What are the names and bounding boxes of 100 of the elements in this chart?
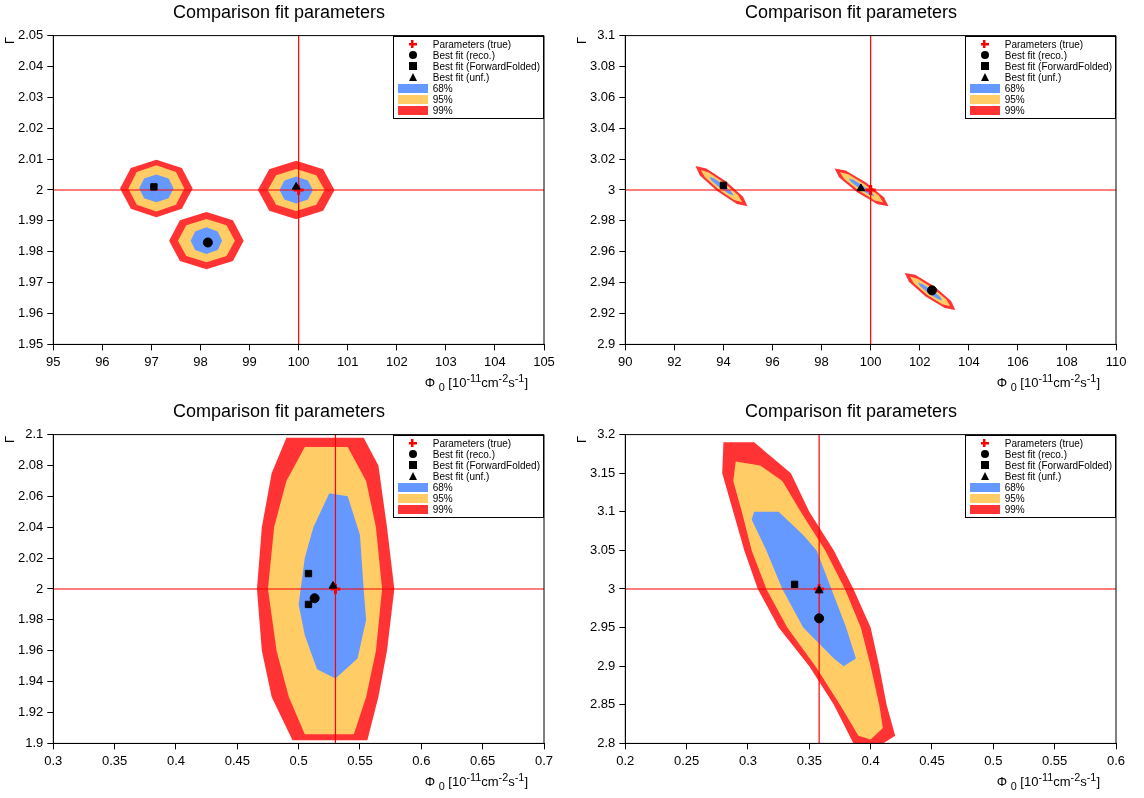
- y-tick-label: 2.92: [589, 305, 616, 321]
- y-tick-label: 2.9: [597, 335, 616, 351]
- x-tick-label: 104: [957, 353, 980, 369]
- y-tick-label: 2.03: [17, 88, 44, 104]
- y-tick-label: 2.04: [17, 518, 44, 534]
- legend-label: Best fit (reco.): [1004, 49, 1067, 61]
- text: Φ $_{0}$ [10$^{-11}$cm$^{-2}$s$^{-1}$]: [996, 372, 1100, 393]
- text: Φ $_{0}$ [10$^{-11}$cm$^{-2}$s$^{-1}$]: [996, 771, 1100, 792]
- y-tick-label: 2.02: [17, 549, 44, 565]
- x-tick-label: 108: [1056, 353, 1078, 369]
- x-tick-label: 110: [1105, 353, 1127, 369]
- x-tick-label: 102: [385, 353, 408, 369]
- legend-label: 99%: [432, 503, 453, 515]
- x-tick-label: 100: [859, 353, 882, 369]
- point: [328, 580, 338, 589]
- y-tick-label: 3.06: [589, 88, 616, 104]
- legend-label: 68%: [1004, 481, 1025, 493]
- x-tick-label: 0.4: [166, 752, 186, 768]
- y-tick-label: 1.96: [17, 305, 44, 321]
- x-tick-label: 0.5: [289, 752, 308, 768]
- y-tick-label: 1.95: [17, 335, 44, 351]
- x-tick-label: 105: [533, 353, 555, 369]
- x-tick-label: 0.4: [861, 752, 880, 768]
- chart-title: Comparison fit parameters: [172, 1, 386, 22]
- y-tick-label: 1.97: [17, 274, 44, 290]
- chart-title: Comparison fit parameters: [744, 1, 958, 22]
- x-tick-label: 0.35: [796, 752, 822, 768]
- y-tick-label: 2.96: [589, 243, 616, 259]
- legend-label: Best fit (unf.): [1004, 470, 1062, 482]
- y-tick-label: 1.92: [17, 704, 44, 720]
- x-tick-label: 92: [667, 353, 682, 369]
- legend-label: Best fit (ForwardFolded): [432, 60, 540, 72]
- y-tick-label: 3.1: [597, 27, 616, 43]
- legend-label: 68%: [432, 481, 453, 493]
- x-tick-label: 0.45: [919, 752, 945, 768]
- x-tick-label: 102: [908, 353, 931, 369]
- point: [304, 569, 313, 578]
- chart-title: Comparison fit parameters: [744, 400, 958, 421]
- x-tick-label: 0.3: [738, 752, 758, 768]
- legend-label: Parameters (true): [1004, 437, 1084, 449]
- legend-label: Parameters (true): [432, 437, 512, 449]
- point: [328, 582, 342, 596]
- y-tick-label: 2.98: [589, 212, 616, 228]
- x-tick-label: 96: [95, 353, 110, 369]
- x-tick-label: 98: [814, 353, 829, 369]
- x-tick-label: 99: [242, 353, 257, 369]
- legend-label: 68%: [432, 82, 453, 94]
- x-tick-label: 98: [193, 353, 208, 369]
- text: Φ $_{0}$ [10$^{-11}$cm$^{-2}$s$^{-1}$]: [424, 771, 528, 792]
- x-tick-label: 0.6: [412, 752, 431, 768]
- y-tick-label: 1.98: [17, 611, 44, 627]
- legend-label: Best fit (reco.): [432, 49, 495, 61]
- y-tick-label: 3.1: [597, 503, 616, 519]
- text: Φ $_{0}$ [10$^{-11}$cm$^{-2}$s$^{-1}$]: [424, 372, 528, 393]
- legend-label: Best fit (ForwardFolded): [432, 459, 540, 471]
- x-tick-label: 0.3: [44, 752, 63, 768]
- x-tick-label: 95: [46, 353, 61, 369]
- legend-label: Parameters (true): [1004, 38, 1084, 50]
- x-tick-label: 0.35: [101, 752, 128, 768]
- x-tick-label: 101: [336, 353, 359, 369]
- x-tick-label: 97: [144, 353, 159, 369]
- legend-label: Best fit (unf.): [432, 470, 490, 482]
- legend-label: 99%: [432, 104, 453, 116]
- point: [150, 183, 158, 191]
- x-tick-label: 104: [484, 353, 506, 369]
- legend-label: Best fit (reco.): [1004, 448, 1067, 460]
- y-axis-title: Γ: [2, 435, 17, 443]
- x-tick-label: 106: [1007, 353, 1029, 369]
- y-tick-label: 2.08: [17, 457, 44, 473]
- y-axis-title: Γ: [574, 435, 589, 443]
- y-axis-title: Γ: [2, 36, 17, 44]
- y-tick-label: 3: [608, 580, 616, 596]
- y-tick-label: 2.8: [597, 734, 616, 750]
- y-tick-label: 2: [36, 580, 44, 596]
- y-tick-label: 3.2: [597, 426, 616, 442]
- legend-label: Best fit (unf.): [1004, 71, 1062, 83]
- point: [309, 593, 320, 604]
- y-tick-label: 2.85: [589, 696, 616, 712]
- legend-label: 95%: [432, 492, 453, 504]
- y-tick-label: 2.95: [589, 619, 616, 635]
- x-tick-label: 0.45: [224, 752, 250, 768]
- y-tick-label: 1.96: [17, 642, 44, 658]
- legend-label: 95%: [1004, 492, 1025, 504]
- y-tick-label: 1.94: [17, 673, 44, 689]
- y-tick-label: 3.15: [589, 464, 616, 480]
- y-tick-label: 3: [608, 181, 616, 197]
- y-tick-label: 2.05: [17, 27, 44, 43]
- legend-label: Best fit (ForwardFolded): [1004, 459, 1112, 471]
- x-tick-label: 0.2: [616, 752, 635, 768]
- y-tick-label: 1.9: [25, 734, 44, 750]
- point: [864, 183, 878, 197]
- legend-label: Best fit (ForwardFolded): [1004, 60, 1112, 72]
- x-tick-label: 0.25: [673, 752, 700, 768]
- point: [790, 580, 799, 589]
- y-tick-label: 2.04: [17, 58, 44, 74]
- y-tick-label: 1.98: [17, 243, 44, 259]
- legend-label: 99%: [1004, 503, 1025, 515]
- y-tick-label: 3.02: [589, 150, 616, 166]
- y-tick-label: 2.94: [589, 274, 616, 290]
- x-tick-label: 100: [287, 353, 310, 369]
